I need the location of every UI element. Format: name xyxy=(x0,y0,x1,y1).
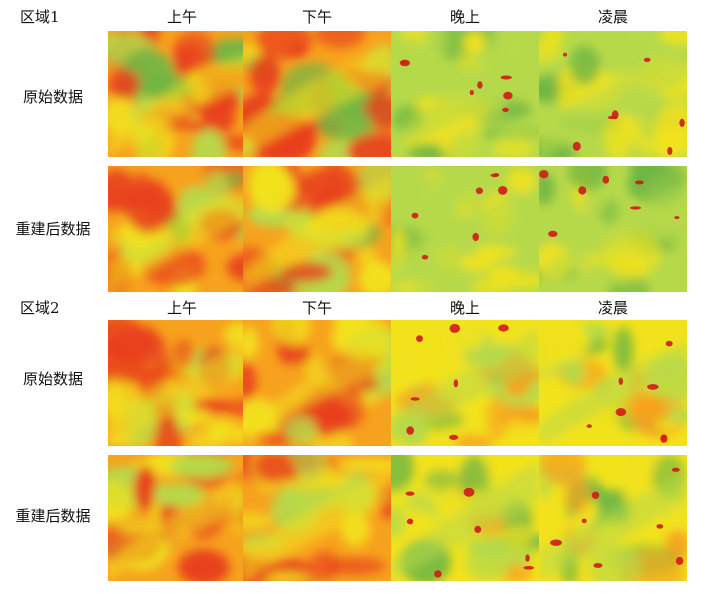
heatmap-region1-reconstructed-dawn xyxy=(539,166,687,292)
heatmap-region1-original-evening xyxy=(391,31,539,157)
heatmap-region1-reconstructed-afternoon xyxy=(243,166,391,292)
heatmap-region2-reconstructed-morning xyxy=(108,455,256,581)
heatmap-region2-reconstructed-afternoon xyxy=(243,455,391,581)
row-original-r1: 原始数据 xyxy=(22,88,83,106)
col-morning-r2: 上午 xyxy=(166,299,197,317)
heatmap-region1-reconstructed-morning xyxy=(108,166,256,292)
col-dawn-r2: 凌晨 xyxy=(597,299,628,317)
region2-label: 区域2 xyxy=(20,299,60,317)
heatmap-region1-original-morning xyxy=(108,31,256,157)
col-afternoon-r2: 下午 xyxy=(301,299,332,317)
col-morning-r1: 上午 xyxy=(166,8,197,26)
col-dawn-r1: 凌晨 xyxy=(597,8,628,26)
region1-label: 区域1 xyxy=(20,8,60,26)
heatmap-region2-original-afternoon xyxy=(243,320,391,446)
row-reconstructed-r1: 重建后数据 xyxy=(15,220,91,238)
col-evening-r2: 晚上 xyxy=(449,299,480,317)
row-reconstructed-r2: 重建后数据 xyxy=(15,507,91,525)
heatmap-region2-original-evening xyxy=(391,320,539,446)
heatmap-region1-original-afternoon xyxy=(243,31,391,157)
heatmap-region2-original-morning xyxy=(108,320,256,446)
heatmap-region2-original-dawn xyxy=(539,320,687,446)
heatmap-region2-reconstructed-dawn xyxy=(539,455,687,581)
heatmap-region1-original-dawn xyxy=(539,31,687,157)
col-evening-r1: 晚上 xyxy=(449,8,480,26)
heatmap-region2-reconstructed-evening xyxy=(391,455,539,581)
col-afternoon-r1: 下午 xyxy=(301,8,332,26)
row-original-r2: 原始数据 xyxy=(22,370,83,388)
heatmap-region1-reconstructed-evening xyxy=(391,166,539,292)
